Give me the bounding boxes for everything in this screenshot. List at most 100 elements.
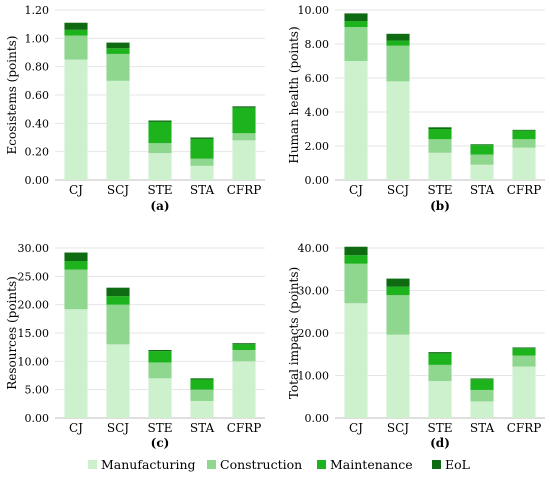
bar-sta-construction — [190, 389, 214, 401]
bar-cfrp-construction — [512, 139, 536, 148]
y-tick-label: 0.80 — [25, 61, 50, 74]
y-tick-label: 2.00 — [305, 140, 330, 153]
bar-cfrp-construction — [232, 350, 256, 362]
bar-sta-eol — [470, 378, 494, 380]
bar-cfrp-maintenance — [512, 348, 536, 356]
bar-cfrp-maintenance — [232, 107, 256, 134]
bar-cfrp-eol — [232, 343, 256, 345]
bar-cj-maintenance — [64, 29, 88, 36]
y-tick-label: 25.00 — [18, 270, 50, 283]
bar-cfrp-eol — [232, 106, 256, 108]
y-tick-label: 10.00 — [298, 370, 330, 383]
bar-sta-construction — [190, 158, 214, 166]
bar-scj-maintenance — [106, 296, 130, 305]
legend-swatch-maintenance — [317, 460, 326, 469]
y-axis-label: Total impacts (points) — [287, 267, 301, 399]
x-tick-label: CFRP — [227, 183, 262, 197]
bar-ste-construction — [428, 364, 452, 382]
bar-cj-eol — [64, 252, 88, 262]
x-tick-label: CFRP — [507, 421, 542, 435]
x-tick-label: SCJ — [107, 183, 129, 197]
bar-cj-construction — [344, 263, 368, 304]
bar-sta-maintenance — [470, 145, 494, 155]
bar-cj-manufacturing — [64, 59, 88, 180]
bar-scj-construction — [106, 304, 130, 345]
bar-cj-maintenance — [344, 255, 368, 264]
y-tick-label: 15.00 — [18, 327, 50, 340]
panel-label: (d) — [430, 436, 450, 450]
bar-cfrp-eol — [512, 347, 536, 349]
y-axis-label: Ecosistems (points) — [5, 36, 19, 155]
bar-scj-construction — [106, 53, 130, 81]
bar-sta-manufacturing — [470, 164, 494, 180]
bar-ste-construction — [428, 139, 452, 153]
bar-scj-construction — [386, 295, 410, 335]
bar-ste-maintenance — [148, 121, 172, 144]
x-tick-label: SCJ — [387, 421, 409, 435]
panel-label: (b) — [430, 199, 450, 213]
bar-cj-manufacturing — [344, 61, 368, 180]
x-tick-label: CJ — [349, 421, 363, 435]
bar-scj-manufacturing — [106, 344, 130, 418]
x-tick-label: SCJ — [387, 183, 409, 197]
legend-label-maintenance: Maintenance — [330, 457, 413, 472]
chart-panel-a: 0.00 0.20 0.40 0.60 0.80 1.00 1.20 CJ SCJ STE STA C… — [5, 4, 265, 213]
x-tick-label: CJ — [69, 421, 83, 435]
bar-cj-construction — [64, 269, 88, 310]
bar-sta-manufacturing — [470, 401, 494, 418]
y-tick-label: 10.00 — [298, 4, 330, 17]
bar-sta-maintenance — [190, 138, 214, 159]
bar-cj-manufacturing — [64, 309, 88, 418]
y-axis-label: Resources (points) — [5, 276, 19, 390]
bar-sta-maintenance — [470, 379, 494, 390]
bar-cj-eol — [344, 246, 368, 256]
bar-scj-eol — [386, 33, 410, 41]
bar-ste-manufacturing — [428, 152, 452, 180]
bar-cfrp-eol — [512, 129, 536, 131]
bar-ste-eol — [148, 120, 172, 122]
chart-panel-c: 0.00 5.00 10.00 15.00 20.00 25.00 30.00 CJ SCJ ST… — [5, 242, 265, 450]
bar-scj-construction — [386, 45, 410, 82]
bar-scj-eol — [106, 287, 130, 297]
x-tick-label: STE — [428, 183, 453, 197]
x-tick-label: STE — [428, 421, 453, 435]
bar-ste-manufacturing — [148, 153, 172, 180]
bar-cfrp-manufacturing — [512, 366, 536, 418]
bar-sta-eol — [470, 144, 494, 146]
y-tick-label: 20.00 — [298, 327, 330, 340]
y-tick-label: 4.00 — [305, 106, 330, 119]
bar-cj-eol — [64, 22, 88, 30]
bar-ste-manufacturing — [428, 381, 452, 418]
bar-cj-maintenance — [344, 21, 368, 27]
bar-scj-manufacturing — [386, 81, 410, 180]
bar-scj-maintenance — [386, 40, 410, 46]
bar-cfrp-maintenance — [232, 344, 256, 350]
bar-scj-manufacturing — [106, 80, 130, 180]
bar-cj-maintenance — [64, 261, 88, 270]
y-tick-label: 30.00 — [18, 242, 50, 255]
y-tick-label: 30.00 — [298, 285, 330, 298]
bar-sta-manufacturing — [190, 165, 214, 180]
y-tick-label: 8.00 — [305, 38, 330, 51]
legend-label-eol: EoL — [445, 457, 470, 472]
bar-ste-maintenance — [428, 129, 452, 140]
bar-ste-eol — [428, 127, 452, 129]
legend: Manufacturing Construction Maintenance EoL — [88, 457, 470, 472]
x-tick-label: STE — [148, 421, 173, 435]
bar-ste-construction — [148, 143, 172, 154]
y-tick-label: 10.00 — [18, 355, 50, 368]
legend-swatch-eol — [432, 460, 441, 469]
bar-scj-eol — [386, 278, 410, 287]
y-tick-label: 0.20 — [25, 146, 50, 159]
y-tick-label: 6.00 — [305, 72, 330, 85]
y-axis-label: Human health (points) — [287, 26, 301, 163]
y-tick-label: 1.00 — [25, 32, 50, 45]
y-tick-label: 0.00 — [305, 174, 330, 187]
bar-ste-maintenance — [148, 351, 172, 363]
bar-ste-eol — [428, 352, 452, 354]
legend-label-manufacturing: Manufacturing — [101, 457, 196, 472]
x-tick-label: SCJ — [107, 421, 129, 435]
x-tick-label: STA — [470, 183, 495, 197]
bar-ste-construction — [148, 362, 172, 379]
bar-cj-eol — [344, 13, 368, 22]
